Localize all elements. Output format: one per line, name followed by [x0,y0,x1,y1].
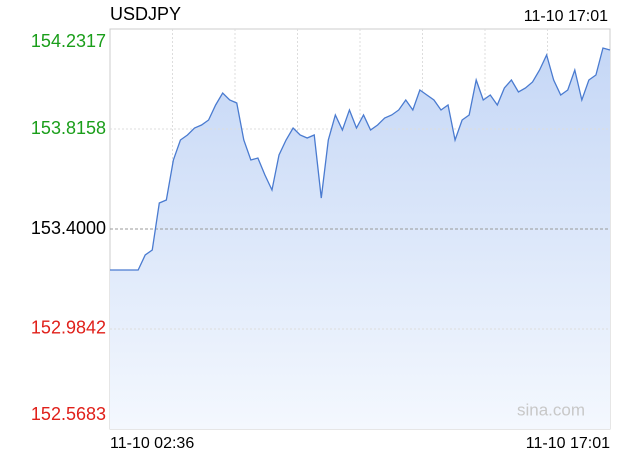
area-fill [110,48,610,429]
y-tick-label: 152.9842 [31,318,106,338]
watermark: sina.com [517,400,585,419]
y-tick-label: 153.4000 [31,218,106,238]
x-start-label: 11-10 02:36 [110,435,194,452]
update-time: 11-10 17:01 [524,8,608,25]
y-tick-label: 153.8158 [31,118,106,138]
y-tick-label: 152.5683 [31,404,106,424]
price-line [110,47,611,271]
x-end-label: 11-10 17:01 [526,435,610,452]
chart-title: USDJPY [110,4,181,24]
y-tick-label: 154.2317 [31,31,106,51]
